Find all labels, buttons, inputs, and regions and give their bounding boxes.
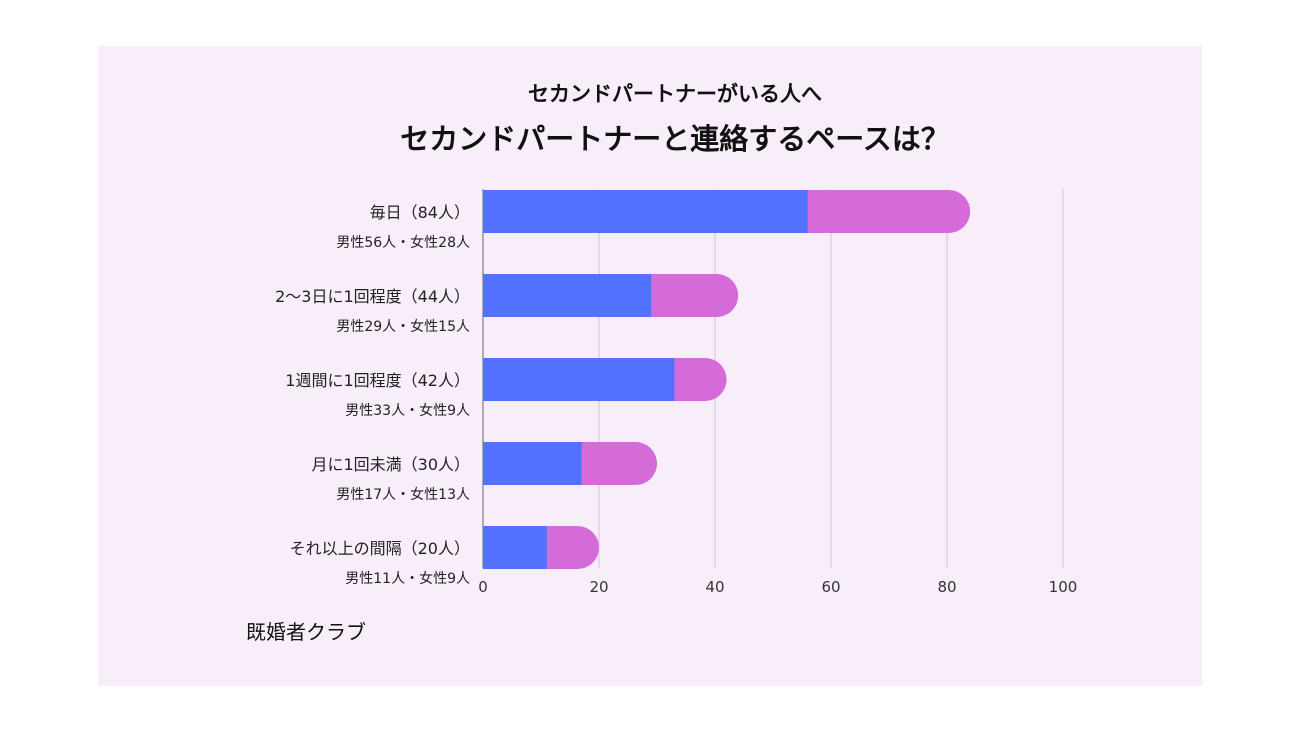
bar-male-3 [483,442,582,485]
bar-male-4 [483,526,547,569]
source-label: 既婚者クラブ [246,620,366,644]
x-tick-label-80: 80 [937,578,956,596]
category-label-4: それ以上の間隔（20人） [290,539,470,558]
bar-female-0 [805,190,971,233]
category-sublabel-3: 男性17人・女性13人 [336,486,470,503]
category-sublabel-2: 男性33人・女性9人 [345,402,470,419]
chart-subtitle: セカンドパートナーがいる人へ [528,81,822,106]
bar-female-4 [544,526,599,569]
bar-female-2 [672,358,727,401]
chart-card: セカンドパートナーがいる人へ セカンドパートナーと連絡するペースは？ 0 20 40… [98,46,1202,686]
category-sublabel-0: 男性56人・女性28人 [336,234,470,251]
category-label-2: 1週間に1回程度（42人） [285,371,470,390]
x-tick-label-100: 100 [1049,578,1078,596]
category-sublabel-4: 男性11人・女性9人 [345,570,470,587]
bar-female-3 [579,442,657,485]
category-label-3: 月に1回未満（30人） [311,455,470,474]
x-tick-label-40: 40 [705,578,724,596]
x-tick-label-0: 0 [478,578,488,596]
category-label-0: 毎日（84人） [370,203,470,222]
category-label-1: 2～3日に1回程度（44人） [275,287,470,306]
x-tick-label-20: 20 [589,578,608,596]
category-sublabel-1: 男性29人・女性15人 [336,318,470,335]
bar-male-0 [483,190,808,233]
bar-male-2 [483,358,675,401]
bar-male-1 [483,274,652,317]
x-tick-label-60: 60 [821,578,840,596]
chart-title: セカンドパートナーと連絡するペースは？ [400,122,950,156]
bar-female-1 [649,274,739,317]
bar-chart: 0 20 40 60 80 100 毎日（84人） 男性56人・女性28人 2～3日に1回程度（… [275,189,1078,596]
